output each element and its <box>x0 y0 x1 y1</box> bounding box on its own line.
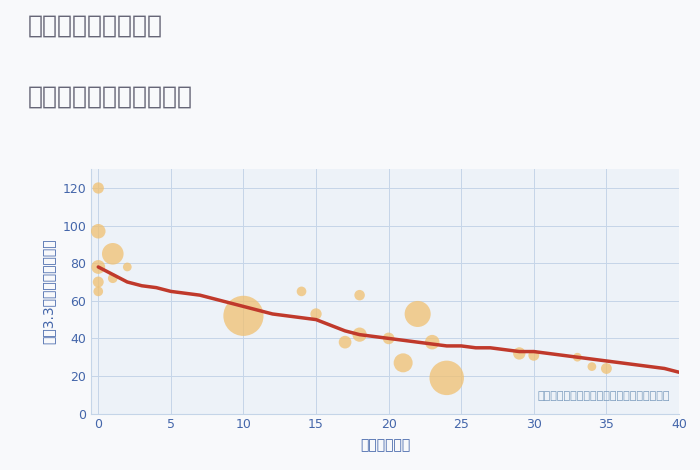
Point <box>92 227 104 235</box>
Point <box>441 374 452 382</box>
Point <box>92 278 104 286</box>
Point <box>354 291 365 299</box>
Point <box>92 184 104 192</box>
Point <box>412 310 423 318</box>
Point <box>601 365 612 372</box>
Point <box>572 353 583 361</box>
X-axis label: 築年数（年）: 築年数（年） <box>360 439 410 453</box>
Point <box>122 263 133 271</box>
Point <box>340 338 351 346</box>
Point <box>528 352 540 359</box>
Text: 千葉県市原市新堀の: 千葉県市原市新堀の <box>28 14 163 38</box>
Point <box>398 359 409 367</box>
Point <box>92 288 104 295</box>
Text: 築年数別中古戸建て価格: 築年数別中古戸建て価格 <box>28 85 193 109</box>
Point <box>107 274 118 282</box>
Point <box>354 331 365 338</box>
Point <box>92 263 104 271</box>
Point <box>296 288 307 295</box>
Y-axis label: 坪（3.3㎡）単価（万円）: 坪（3.3㎡）単価（万円） <box>41 239 55 344</box>
Point <box>107 250 118 258</box>
Point <box>238 312 249 320</box>
Point <box>383 335 394 342</box>
Point <box>426 338 438 346</box>
Point <box>514 350 525 357</box>
Point <box>310 310 321 318</box>
Text: 円の大きさは、取引のあった物件面積を示す: 円の大きさは、取引のあった物件面積を示す <box>538 392 670 401</box>
Point <box>587 363 598 370</box>
